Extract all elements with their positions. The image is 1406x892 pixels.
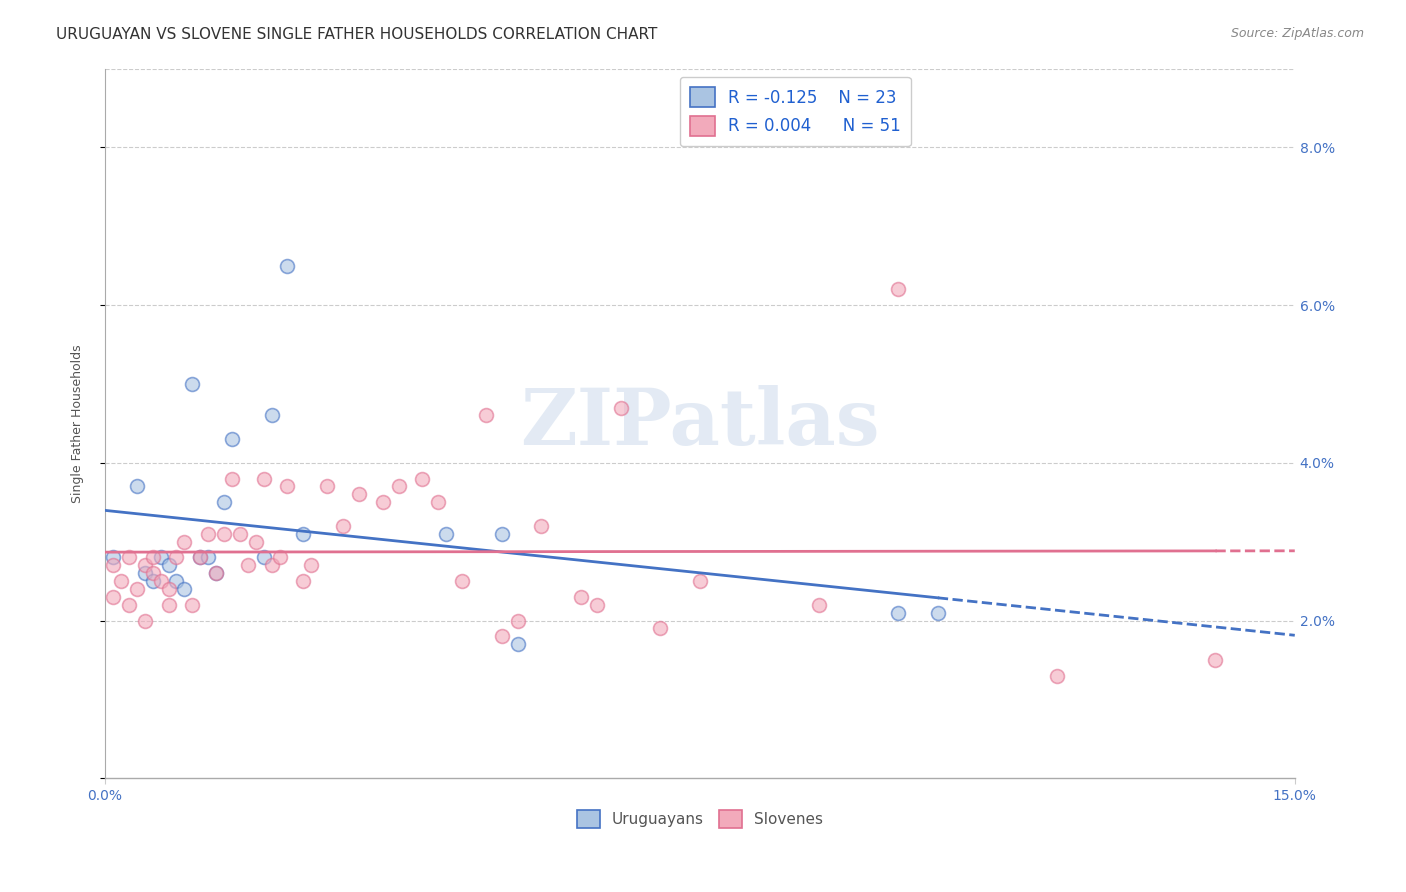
Point [332, 519, 354, 533]
Point [292, 574, 315, 588]
Point [101, 550, 124, 565]
Point [887, 606, 910, 620]
Point [371, 495, 394, 509]
Point [451, 574, 474, 588]
Point [292, 526, 315, 541]
Point [181, 376, 204, 391]
Point [807, 598, 830, 612]
Text: ZIPatlas: ZIPatlas [520, 385, 880, 461]
Point [134, 558, 156, 573]
Point [197, 526, 219, 541]
Point [205, 566, 228, 581]
Point [387, 479, 409, 493]
Point [142, 566, 165, 581]
Point [101, 558, 124, 573]
Point [253, 472, 276, 486]
Point [887, 282, 910, 296]
Point [1046, 669, 1069, 683]
Point [411, 472, 433, 486]
Point [149, 574, 172, 588]
Point [260, 558, 283, 573]
Point [166, 550, 188, 565]
Point [118, 550, 141, 565]
Point [1204, 653, 1226, 667]
Y-axis label: Single Father Households: Single Father Households [72, 344, 84, 503]
Point [276, 259, 298, 273]
Point [585, 598, 607, 612]
Point [157, 582, 180, 596]
Point [212, 526, 235, 541]
Point [188, 550, 211, 565]
Point [110, 574, 132, 588]
Legend: Uruguayans, Slovenes: Uruguayans, Slovenes [571, 804, 830, 834]
Point [157, 598, 180, 612]
Point [188, 550, 211, 565]
Point [427, 495, 450, 509]
Point [253, 550, 276, 565]
Point [205, 566, 228, 581]
Point [245, 534, 267, 549]
Point [221, 432, 243, 446]
Point [491, 526, 513, 541]
Point [609, 401, 631, 415]
Point [142, 574, 165, 588]
Point [173, 534, 195, 549]
Point [149, 550, 172, 565]
Point [142, 550, 165, 565]
Point [506, 614, 529, 628]
Point [260, 409, 283, 423]
Text: Source: ZipAtlas.com: Source: ZipAtlas.com [1230, 27, 1364, 40]
Point [569, 590, 592, 604]
Point [491, 629, 513, 643]
Point [316, 479, 339, 493]
Point [650, 621, 672, 635]
Point [276, 479, 298, 493]
Point [212, 495, 235, 509]
Point [101, 590, 124, 604]
Point [134, 614, 156, 628]
Point [689, 574, 711, 588]
Text: URUGUAYAN VS SLOVENE SINGLE FATHER HOUSEHOLDS CORRELATION CHART: URUGUAYAN VS SLOVENE SINGLE FATHER HOUSE… [56, 27, 658, 42]
Point [434, 526, 457, 541]
Point [236, 558, 259, 573]
Point [347, 487, 370, 501]
Point [506, 637, 529, 651]
Point [927, 606, 949, 620]
Point [173, 582, 195, 596]
Point [157, 558, 180, 573]
Point [475, 409, 498, 423]
Point [229, 526, 252, 541]
Point [134, 566, 156, 581]
Point [118, 598, 141, 612]
Point [299, 558, 322, 573]
Point [530, 519, 553, 533]
Point [181, 598, 204, 612]
Point [125, 479, 148, 493]
Point [166, 574, 188, 588]
Point [269, 550, 291, 565]
Point [221, 472, 243, 486]
Point [197, 550, 219, 565]
Point [125, 582, 148, 596]
